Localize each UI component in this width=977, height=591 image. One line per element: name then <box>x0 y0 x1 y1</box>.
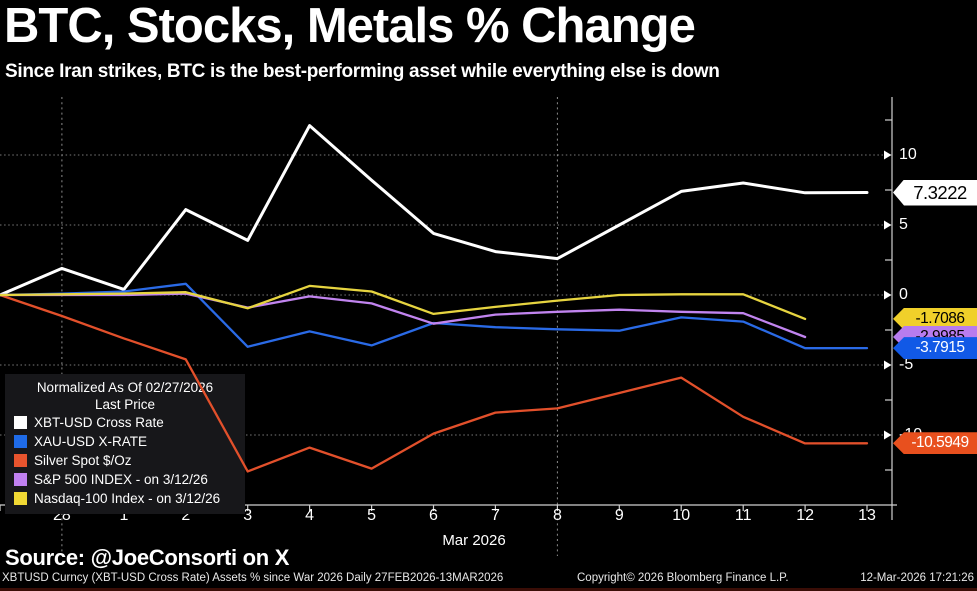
legend-swatch-icon <box>14 492 27 505</box>
x-tick-label: 12 <box>796 507 814 524</box>
last-price-badge: 7.3222 <box>893 179 977 206</box>
x-tick-label: 9 <box>614 507 624 524</box>
legend-item[interactable]: XBT-USD Cross Rate <box>5 413 245 432</box>
x-tick-label: 13 <box>858 507 876 524</box>
legend-item-label: XBT-USD Cross Rate <box>34 415 164 430</box>
source-text: Source: @JoeConsorti on X <box>5 545 290 570</box>
legend-swatch-icon <box>14 435 27 448</box>
y-tick-label: -5 <box>899 356 914 373</box>
legend-item[interactable]: Nasdaq-100 Index - on 3/12/26 <box>5 489 245 508</box>
y-tick-label: 10 <box>899 146 917 163</box>
legend-box: Normalized As Of 02/27/2026 Last Price X… <box>5 374 245 514</box>
last-price-badge: -3.7915 <box>893 337 977 360</box>
x-tick-label: 5 <box>367 507 377 524</box>
chart-area: Normalized As Of 02/27/2026 Last Price X… <box>0 97 977 557</box>
x-tick-label: 2 <box>181 507 191 524</box>
x-tick-label: 7 <box>490 507 500 524</box>
status-security-text: XBTUSD Curncy (XBT-USD Cross Rate) Asset… <box>2 572 504 584</box>
x-tick-label: 10 <box>672 507 691 524</box>
x-tick-label: 6 <box>429 507 438 524</box>
legend-item-label: Silver Spot $/Oz <box>34 453 132 468</box>
x-tick-label: 11 <box>734 507 752 524</box>
x-tick-label: 1 <box>119 507 129 524</box>
y-tick-arrow <box>884 150 892 160</box>
x-tick-label: 3 <box>243 507 253 524</box>
legend-item[interactable]: Silver Spot $/Oz <box>5 451 245 470</box>
x-tick-label: 8 <box>552 507 562 524</box>
legend-title: Normalized As Of 02/27/2026 <box>36 380 214 395</box>
page-title: BTC, Stocks, Metals % Change <box>4 0 696 53</box>
legend-item[interactable]: XAU-USD X-RATE <box>5 432 245 451</box>
legend-swatch-icon <box>14 454 27 467</box>
status-timestamp: 12-Mar-2026 17:21:26 <box>860 572 974 584</box>
legend-swatch-icon <box>14 416 27 429</box>
x-tick-label: 4 <box>305 507 315 524</box>
legend-item-label: XAU-USD X-RATE <box>34 434 148 449</box>
y-tick-label: 0 <box>899 286 908 303</box>
page-subtitle: Since Iran strikes, BTC is the best-perf… <box>5 61 720 82</box>
status-bar: XBTUSD Curncy (XBT-USD Cross Rate) Asset… <box>0 570 977 588</box>
legend-subtitle: Last Price <box>94 397 156 412</box>
last-price-badge: -10.5949 <box>893 432 977 455</box>
y-tick-arrow <box>884 360 892 370</box>
legend-item-label: Nasdaq-100 Index - on 3/12/26 <box>34 491 221 506</box>
y-tick-arrow <box>884 220 892 230</box>
legend-item[interactable]: S&P 500 INDEX - on 3/12/26 <box>5 470 245 489</box>
x-axis-month-label: Mar 2026 <box>442 532 506 549</box>
y-tick-label: 5 <box>899 216 908 233</box>
y-tick-arrow <box>884 430 892 440</box>
status-copyright: Copyright© 2026 Bloomberg Finance L.P. <box>577 572 789 584</box>
bottom-accent-strip <box>0 588 977 591</box>
last-price-badge: -1.7086 <box>893 307 977 330</box>
legend-swatch-icon <box>14 473 27 486</box>
legend-item-label: S&P 500 INDEX - on 3/12/26 <box>34 472 208 487</box>
y-tick-arrow <box>884 290 892 300</box>
